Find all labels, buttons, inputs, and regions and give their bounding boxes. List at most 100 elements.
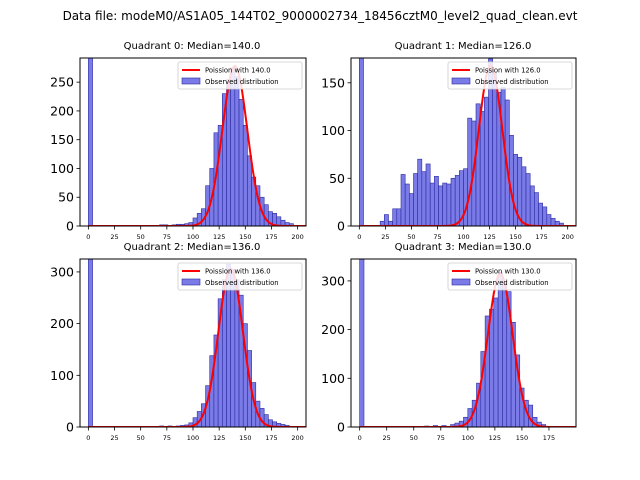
y-tick-label: 100 [50,161,74,176]
histogram-bar [521,166,527,226]
x-tick-label: 175 [535,233,547,241]
histogram-bar [359,58,364,226]
plot-area [88,259,306,427]
y-tick-label: 200 [321,322,345,337]
quadrant-0-panel: Quadrant 0: Median=140.0 0 25 50 75 100 125 15… [50,41,307,241]
histogram-bar [413,173,418,226]
histogram-bar [446,183,452,226]
y-tick-label: 200 [50,316,74,331]
y-tick-label: 150 [50,132,74,147]
x-tick-label: 125 [213,233,225,241]
x-tick-label: 50 [137,233,145,241]
quadrant-2-panel: Quadrant 2: Median=136.0 0 25 50 75 100 125 15… [50,242,307,442]
histogram-bar [538,202,543,226]
legend-observed-label: Observed distribution [205,279,279,287]
histogram-bar [359,259,365,427]
x-tick-label: 25 [110,233,118,241]
histogram-bar [525,173,531,226]
histogram-bar [529,185,535,226]
histogram-bar [242,125,248,226]
histogram-bar [500,87,506,226]
quadrant-3-title: Quadrant 3: Median=130.0 [395,242,532,253]
histogram-bar [502,283,508,427]
x-tick-label: 200 [291,233,303,241]
x-tick-label: 25 [110,434,118,442]
histogram-bar [238,99,244,226]
x-tick-label: 75 [163,434,171,442]
quadrant-0-title: Quadrant 0: Median=140.0 [124,41,261,52]
y-tick-label: 50 [58,190,74,205]
legend-poisson-label: Poission with 126.0 [475,67,541,75]
y-tick-label: 100 [50,368,74,383]
x-tick-label: 75 [433,233,441,241]
histogram-bar [247,155,252,226]
legend-observed-label: Observed distribution [475,78,549,86]
histogram-bar [493,297,499,427]
x-tick-label: 50 [407,233,415,241]
legend-observed-swatch [451,278,471,286]
x-tick-label: 50 [137,434,145,442]
histogram-bar [429,182,435,226]
legend-observed-swatch [181,278,201,286]
histogram-bar [409,193,414,226]
histogram-bar [463,168,468,226]
legend-observed-swatch [451,77,471,85]
poisson-curve [88,64,306,226]
histogram-bar [230,269,236,427]
figure-suptitle: Data file: modeM0/AS1A05_144T02_90000027… [63,9,578,23]
x-tick-label: 125 [213,434,225,442]
y-tick-label: 200 [50,103,74,118]
plot-area [88,58,306,226]
axes-frame [350,258,577,428]
legend-poisson-label: Poission with 136.0 [205,268,271,276]
x-tick-label: 0 [358,434,362,442]
histogram-bar [454,175,460,226]
legend-box [177,262,303,291]
y-tick-label: 300 [321,273,345,288]
histogram-bar [230,67,236,226]
y-tick-label: 150 [321,75,345,90]
x-tick-label: 100 [462,434,474,442]
histogram-bar [404,183,410,226]
histogram-bar [434,176,439,226]
y-tick-label: 0 [66,219,74,234]
histogram-bar [425,163,431,226]
x-tick-label: 100 [187,233,199,241]
quadrant-2-title: Quadrant 2: Median=136.0 [124,242,261,253]
histogram-bar [421,171,427,226]
histogram-bar [489,308,495,427]
histogram-bar [417,158,423,226]
x-tick-label: 0 [357,233,361,241]
x-tick-label: 0 [86,233,90,241]
quadrant-3-panel: Quadrant 3: Median=130.0 0 25 50 75 100 125 15… [321,242,577,442]
x-tick-label: 125 [489,434,501,442]
histogram-bar [542,206,548,226]
x-tick-label: 25 [383,434,391,442]
histogram-bar [88,259,93,427]
legend-box [447,61,573,90]
y-tick-label: 0 [66,420,74,435]
histogram-bar [467,117,473,226]
x-tick-label: 175 [543,434,555,442]
histogram-bar [497,271,503,427]
plot-area [359,58,576,226]
histogram-bar [534,192,539,226]
histogram-bar [400,174,406,226]
x-tick-label: 25 [381,233,389,241]
poisson-curve [359,272,576,427]
y-tick-label: 100 [321,123,345,138]
quadrant-1-title: Quadrant 1: Median=126.0 [395,41,532,52]
x-tick-label: 200 [291,434,303,442]
x-tick-label: 150 [509,233,521,241]
legend-box [447,262,573,291]
x-tick-label: 100 [457,233,469,241]
x-tick-label: 150 [516,434,528,442]
histogram-bar [442,182,448,226]
histogram-bar [479,111,485,226]
histogram-bar [438,185,443,226]
histogram-bar [392,208,398,226]
plot-area [359,259,576,427]
legend-observed-label: Observed distribution [205,78,279,86]
y-tick-label: 300 [50,264,74,279]
